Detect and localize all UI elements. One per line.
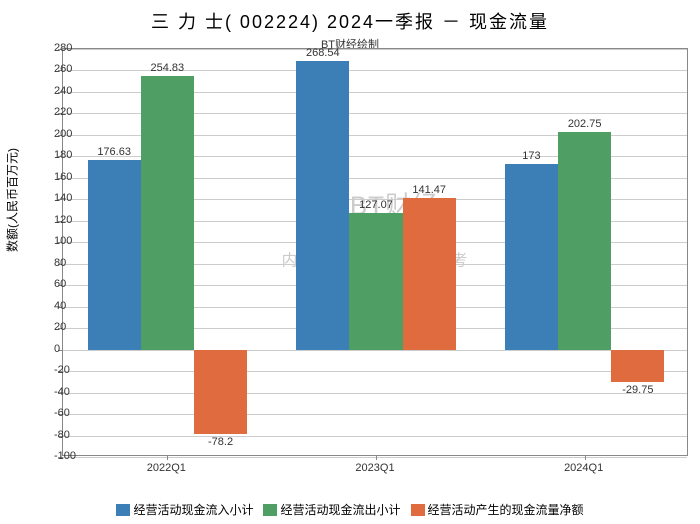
legend-swatch: [411, 504, 425, 516]
legend-swatch: [263, 504, 277, 516]
legend: 经营活动现金流入小计 经营活动现金流出小计 经营活动产生的现金流量净额: [0, 501, 700, 518]
bar: [88, 160, 141, 350]
bar-value-label: 127.07: [359, 199, 393, 211]
bar: [611, 350, 664, 382]
gridline: [63, 350, 687, 351]
x-tick-label: 2022Q1: [147, 462, 186, 474]
bar-value-label: 202.75: [568, 118, 602, 130]
y-axis-label: 数额(人民币百万元): [4, 148, 21, 252]
bar: [558, 132, 611, 350]
bar-value-label: 173: [522, 150, 540, 162]
legend-item: 经营活动现金流入小计: [116, 501, 253, 518]
chart-container: 三 力 士( 002224) 2024一季报 － 现金流量 BT财经绘制 ▮▮ …: [0, 0, 700, 524]
gridline: [63, 49, 687, 50]
legend-label: 经营活动产生的现金流量净额: [428, 501, 584, 518]
gridline: [63, 414, 687, 415]
bar: [296, 61, 349, 349]
bar-value-label: 141.47: [412, 184, 446, 196]
bar: [349, 213, 402, 349]
x-tick-label: 2024Q1: [564, 462, 603, 474]
gridline: [63, 371, 687, 372]
legend-item: 经营活动产生的现金流量净额: [411, 501, 584, 518]
legend-label: 经营活动现金流入小计: [133, 501, 253, 518]
bar: [403, 198, 456, 350]
bar: [505, 164, 558, 350]
bar-value-label: 254.83: [151, 62, 185, 74]
x-tick-mark: [167, 455, 168, 460]
gridline: [63, 436, 687, 437]
gridline: [63, 457, 687, 458]
bar-value-label: -78.2: [208, 436, 233, 448]
bar: [141, 76, 194, 350]
bar-value-label: 268.54: [306, 47, 340, 59]
legend-swatch: [116, 504, 130, 516]
bar-value-label: -29.75: [622, 384, 653, 396]
legend-item: 经营活动现金流出小计: [263, 501, 400, 518]
plot-area: ▮▮ BT财经 BUSINESS TIMES 内容由AI生成，仅供参考 176.…: [62, 48, 688, 456]
legend-label: 经营活动现金流出小计: [280, 501, 400, 518]
chart-title: 三 力 士( 002224) 2024一季报 － 现金流量: [0, 0, 700, 34]
bar-value-label: 176.63: [97, 146, 131, 158]
x-tick-mark: [585, 455, 586, 460]
x-tick-mark: [376, 455, 377, 460]
gridline: [63, 393, 687, 394]
x-tick-label: 2023Q1: [355, 462, 394, 474]
bar: [194, 350, 247, 434]
